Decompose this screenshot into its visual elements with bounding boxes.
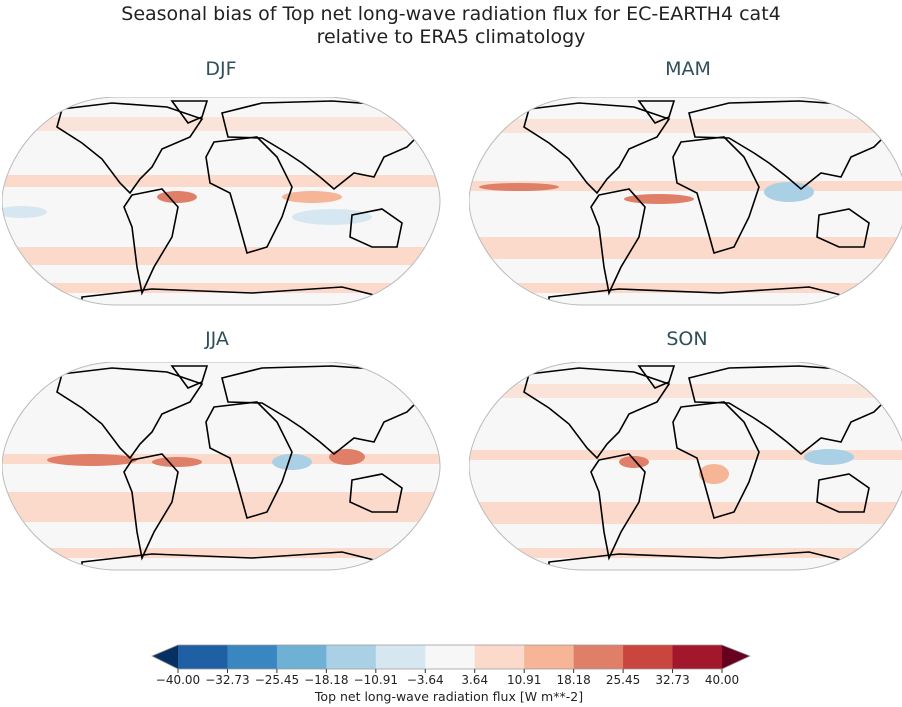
colorbar-segment (276, 645, 327, 669)
colorbar-segment (375, 645, 426, 669)
figure-title-line1: Seasonal bias of Top net long-wave radia… (121, 3, 781, 25)
colorbar-tick-label: −32.73 (205, 673, 250, 687)
colorbar-label: Top net long-wave radiation flux [W m**-… (314, 689, 584, 704)
panel-title-mam: MAM (665, 58, 711, 80)
colorbar-segment (474, 645, 525, 669)
figure-title-line2: relative to ERA5 climatology (316, 26, 586, 48)
colorbar-segment (573, 645, 624, 669)
colorbar-tick-label: 25.45 (605, 673, 641, 687)
colorbar-tick-label: −18.18 (304, 673, 349, 687)
colorbar-segment (227, 645, 278, 669)
colorbar (151, 644, 752, 673)
panel-title-jja: JJA (205, 328, 229, 350)
colorbar-tick-label: −10.91 (353, 673, 399, 687)
map-jja (2, 362, 441, 571)
colorbar-segment (425, 645, 476, 669)
colorbar-tick-label: 18.18 (556, 673, 591, 687)
colorbar-tick-label: −40.00 (155, 673, 201, 687)
map-djf (2, 97, 441, 306)
colorbar-segment (672, 645, 723, 669)
panel-title-son: SON (666, 328, 708, 350)
colorbar-over-arrow (722, 645, 750, 669)
colorbar-tick-label: 3.64 (461, 673, 489, 687)
panel-title-djf: DJF (205, 58, 237, 80)
colorbar-tick-label: −25.45 (254, 673, 300, 687)
colorbar-under-arrow (152, 645, 178, 669)
colorbar-tick-label: 40.00 (704, 673, 740, 687)
colorbar-segment (623, 645, 674, 669)
map-mam (469, 97, 902, 306)
colorbar-tick-label: 32.73 (655, 673, 690, 687)
colorbar-tick-label: −3.64 (406, 673, 444, 687)
map-son (469, 362, 902, 571)
colorbar-segment (178, 645, 228, 669)
colorbar-tick-label: 10.91 (506, 673, 542, 687)
colorbar-segment (326, 645, 377, 669)
colorbar-segment (524, 645, 575, 669)
